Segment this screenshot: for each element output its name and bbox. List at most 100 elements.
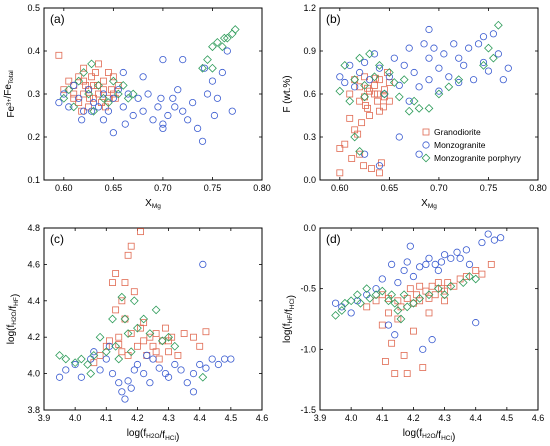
point-monzogranite: [378, 275, 386, 283]
point-monzogranite: [494, 50, 502, 58]
point-granodiorite: [487, 260, 495, 268]
point-monzogranite: [70, 81, 78, 90]
point-granodiorite: [140, 337, 148, 345]
point-granodiorite: [385, 309, 392, 317]
point-monzogranite: [157, 94, 165, 102]
x-tick-label: 4.2: [131, 413, 144, 423]
point-monzogranite: [177, 366, 185, 374]
point-porphyry: [479, 60, 488, 70]
point-porphyry: [393, 306, 403, 315]
point-monzogranite: [134, 94, 142, 102]
point-monzogranite: [370, 50, 379, 58]
y-tick-label: 4.2: [27, 332, 40, 342]
point-monzogranite: [384, 321, 393, 329]
point-granodiorite: [196, 342, 204, 350]
x-tick-label: 4.3: [162, 413, 175, 423]
point-monzogranite: [119, 68, 127, 77]
point-monzogranite: [200, 64, 209, 72]
point-granodiorite: [65, 77, 73, 85]
point-porphyry: [170, 341, 180, 351]
point-monzogranite: [228, 107, 236, 115]
point-granodiorite: [422, 287, 430, 295]
point-monzogranite: [223, 47, 231, 55]
point-granodiorite: [109, 279, 116, 287]
y-tick-label: 4.6: [27, 259, 40, 269]
point-granodiorite: [413, 291, 420, 299]
point-porphyry: [89, 351, 99, 360]
point-porphyry: [59, 93, 69, 103]
point-granodiorite: [180, 330, 188, 337]
point-monzogranite: [347, 309, 355, 317]
point-granodiorite: [105, 69, 112, 76]
point-monzogranite: [105, 342, 114, 350]
panel-label: (c): [50, 232, 64, 246]
point-granodiorite: [403, 370, 411, 378]
point-porphyry: [390, 298, 400, 308]
point-granodiorite: [376, 107, 383, 115]
point-monzogranite: [169, 94, 177, 102]
point-monzogranite: [183, 379, 191, 387]
point-granodiorite: [109, 90, 117, 98]
point-monzogranite: [474, 40, 483, 48]
point-granodiorite: [371, 82, 378, 89]
point-porphyry: [129, 296, 139, 306]
point-porphyry: [83, 360, 92, 369]
point-monzogranite: [130, 366, 138, 374]
point-granodiorite: [361, 93, 368, 101]
point-monzogranite: [196, 360, 204, 369]
x-axis-label: log(fH2O/fHCl): [403, 428, 456, 443]
point-porphyry: [389, 78, 399, 87]
point-granodiorite: [96, 351, 104, 359]
point-granodiorite: [450, 282, 458, 290]
point-monzogranite: [155, 364, 163, 372]
point-monzogranite: [484, 230, 492, 238]
point-monzogranite: [455, 78, 463, 87]
point-granodiorite: [380, 103, 387, 111]
point-granodiorite: [155, 355, 163, 363]
x-tick-label: 3.9: [38, 413, 51, 423]
point-porphyry: [454, 75, 464, 85]
point-porphyry: [230, 25, 240, 34]
point-monzogranite: [425, 76, 433, 84]
point-porphyry: [335, 86, 345, 96]
point-porphyry: [370, 72, 379, 82]
y-tick-label: 0.9: [303, 46, 316, 56]
point-granodiorite: [102, 103, 109, 111]
x-tick-label: 4.0: [69, 413, 82, 423]
point-monzogranite: [139, 107, 147, 115]
point-monzogranite: [133, 360, 142, 369]
point-monzogranite: [403, 258, 411, 266]
point-porphyry: [362, 284, 372, 294]
point-porphyry: [337, 306, 347, 315]
point-monzogranite: [356, 68, 364, 77]
point-porphyry: [399, 290, 409, 300]
x-tick-label: 4.4: [469, 413, 482, 423]
x-tick-label: 4.2: [407, 413, 420, 423]
point-monzogranite: [375, 64, 384, 72]
point-porphyry: [87, 59, 96, 69]
panel-3: 3.9 4.0 4.1 4.2 4.3 4.4 4.5 4.6 -1.5 -1.0 -0.5 0.0 (…: [282, 223, 544, 443]
point-monzogranite: [425, 254, 433, 262]
point-monzogranite: [388, 260, 396, 268]
point-porphyry: [350, 132, 360, 142]
point-monzogranite: [434, 266, 442, 275]
point-monzogranite: [87, 107, 96, 115]
point-porphyry: [217, 42, 227, 52]
point-porphyry: [219, 33, 229, 43]
point-monzogranite: [465, 44, 473, 52]
point-monzogranite: [478, 238, 486, 247]
point-porphyry: [365, 49, 374, 59]
point-monzogranite: [380, 90, 389, 98]
x-tick-label: 4.5: [225, 413, 238, 423]
point-porphyry: [133, 323, 142, 333]
point-granodiorite: [112, 306, 120, 314]
point-monzogranite: [171, 103, 179, 111]
point-porphyry: [117, 292, 127, 302]
point-monzogranite: [395, 81, 403, 90]
point-granodiorite: [100, 86, 107, 94]
point-granodiorite: [162, 324, 169, 332]
point-monzogranite: [214, 360, 222, 369]
point-granodiorite: [190, 333, 197, 341]
point-granodiorite: [478, 270, 486, 278]
point-porphyry: [424, 103, 434, 113]
